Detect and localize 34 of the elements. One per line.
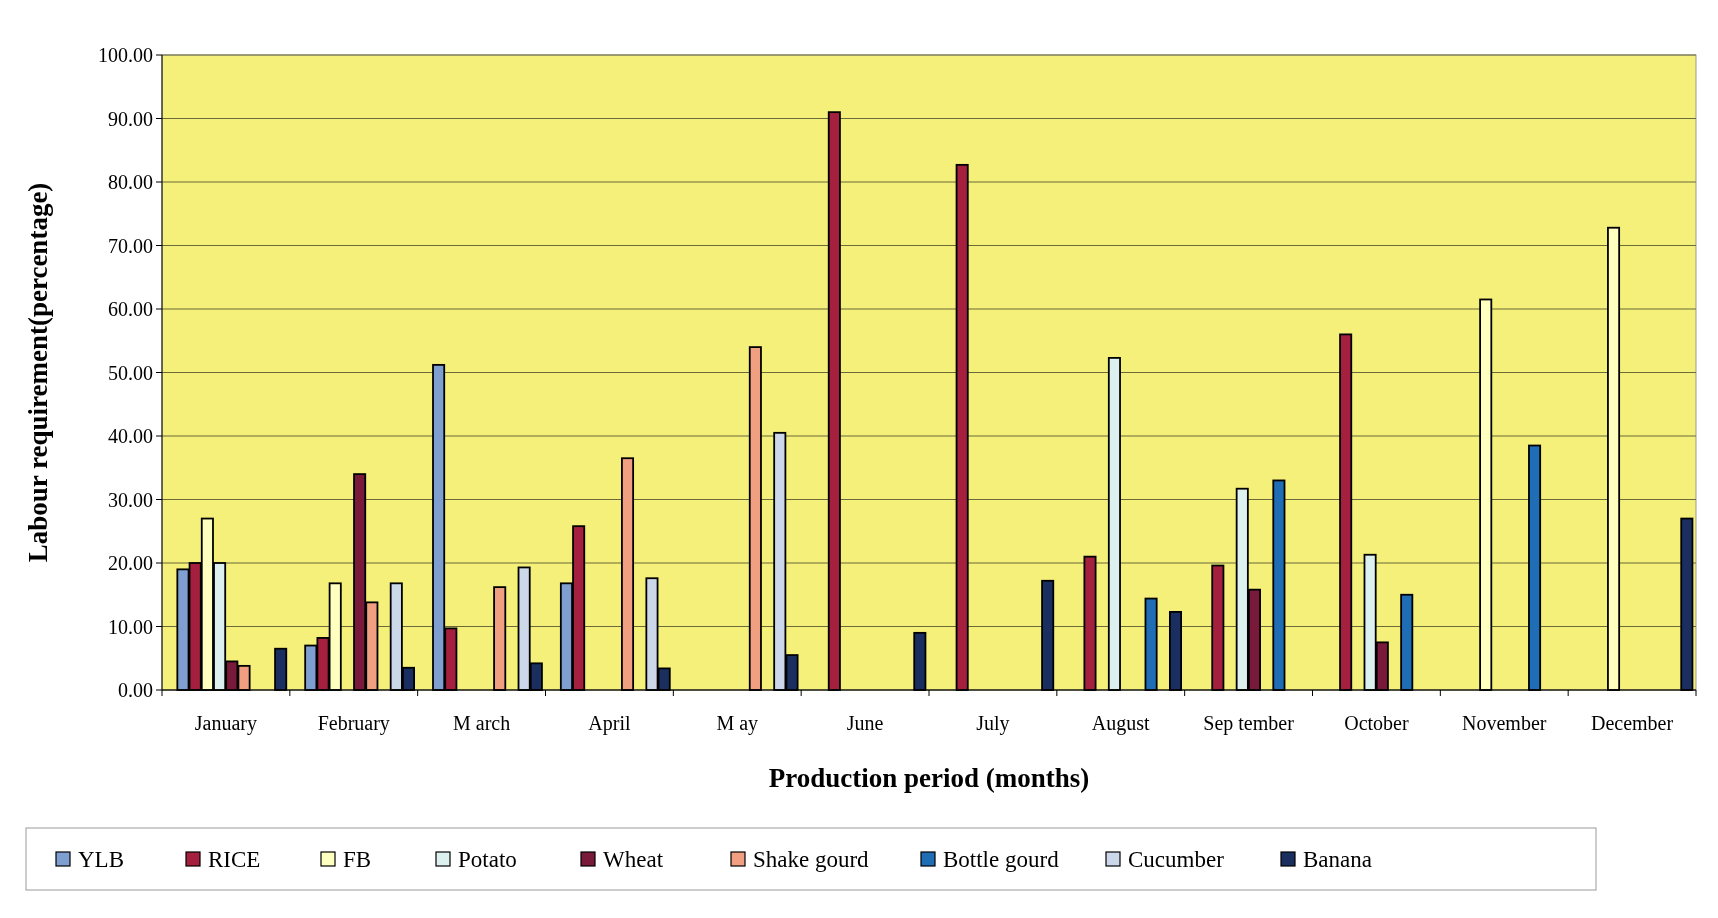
- legend-label: Shake gourd: [753, 847, 870, 873]
- y-tick-label: 100.00: [98, 44, 153, 66]
- legend-label: YLB: [78, 847, 124, 873]
- x-axis-title: Production period (months): [768, 763, 1090, 793]
- x-tick-label: August: [1091, 712, 1151, 735]
- y-tick-label: 50.00: [108, 361, 153, 384]
- legend-label: Potato: [458, 847, 517, 873]
- x-tick-label: December: [1591, 712, 1674, 734]
- x-tick-label: January: [194, 712, 258, 735]
- x-tick-label: November: [1462, 712, 1547, 734]
- y-tick-label: 90.00: [108, 107, 153, 130]
- x-tick-label: June: [846, 712, 884, 734]
- x-tick-label: Sep tember: [1203, 712, 1295, 735]
- x-tick-label: February: [317, 712, 390, 735]
- x-tick-label: July: [976, 712, 1010, 735]
- y-tick-label: 30.00: [108, 488, 153, 511]
- y-tick-label: 10.00: [108, 615, 153, 638]
- y-tick-label: 20.00: [108, 552, 153, 574]
- y-tick-label: 0.00: [118, 679, 153, 701]
- legend-label: FB: [343, 847, 372, 873]
- y-tick-label: 60.00: [108, 298, 153, 320]
- y-tick-label: 40.00: [108, 425, 153, 447]
- legend-label: Banana: [1303, 847, 1372, 873]
- y-axis-title: Labour requirement(percentage): [23, 182, 53, 563]
- y-tick-label: 70.00: [108, 234, 153, 257]
- legend-label: RICE: [208, 847, 261, 873]
- y-tick-label: 80.00: [108, 171, 153, 193]
- legend-label: Wheat: [603, 847, 664, 873]
- legend-label: Cucumber: [1128, 847, 1225, 873]
- x-tick-label: October: [1344, 712, 1409, 734]
- x-tick-label: M arch: [452, 712, 511, 734]
- x-tick-label: April: [588, 712, 631, 735]
- x-tick-label: M ay: [716, 712, 759, 735]
- legend-label: Bottle gourd: [943, 847, 1060, 873]
